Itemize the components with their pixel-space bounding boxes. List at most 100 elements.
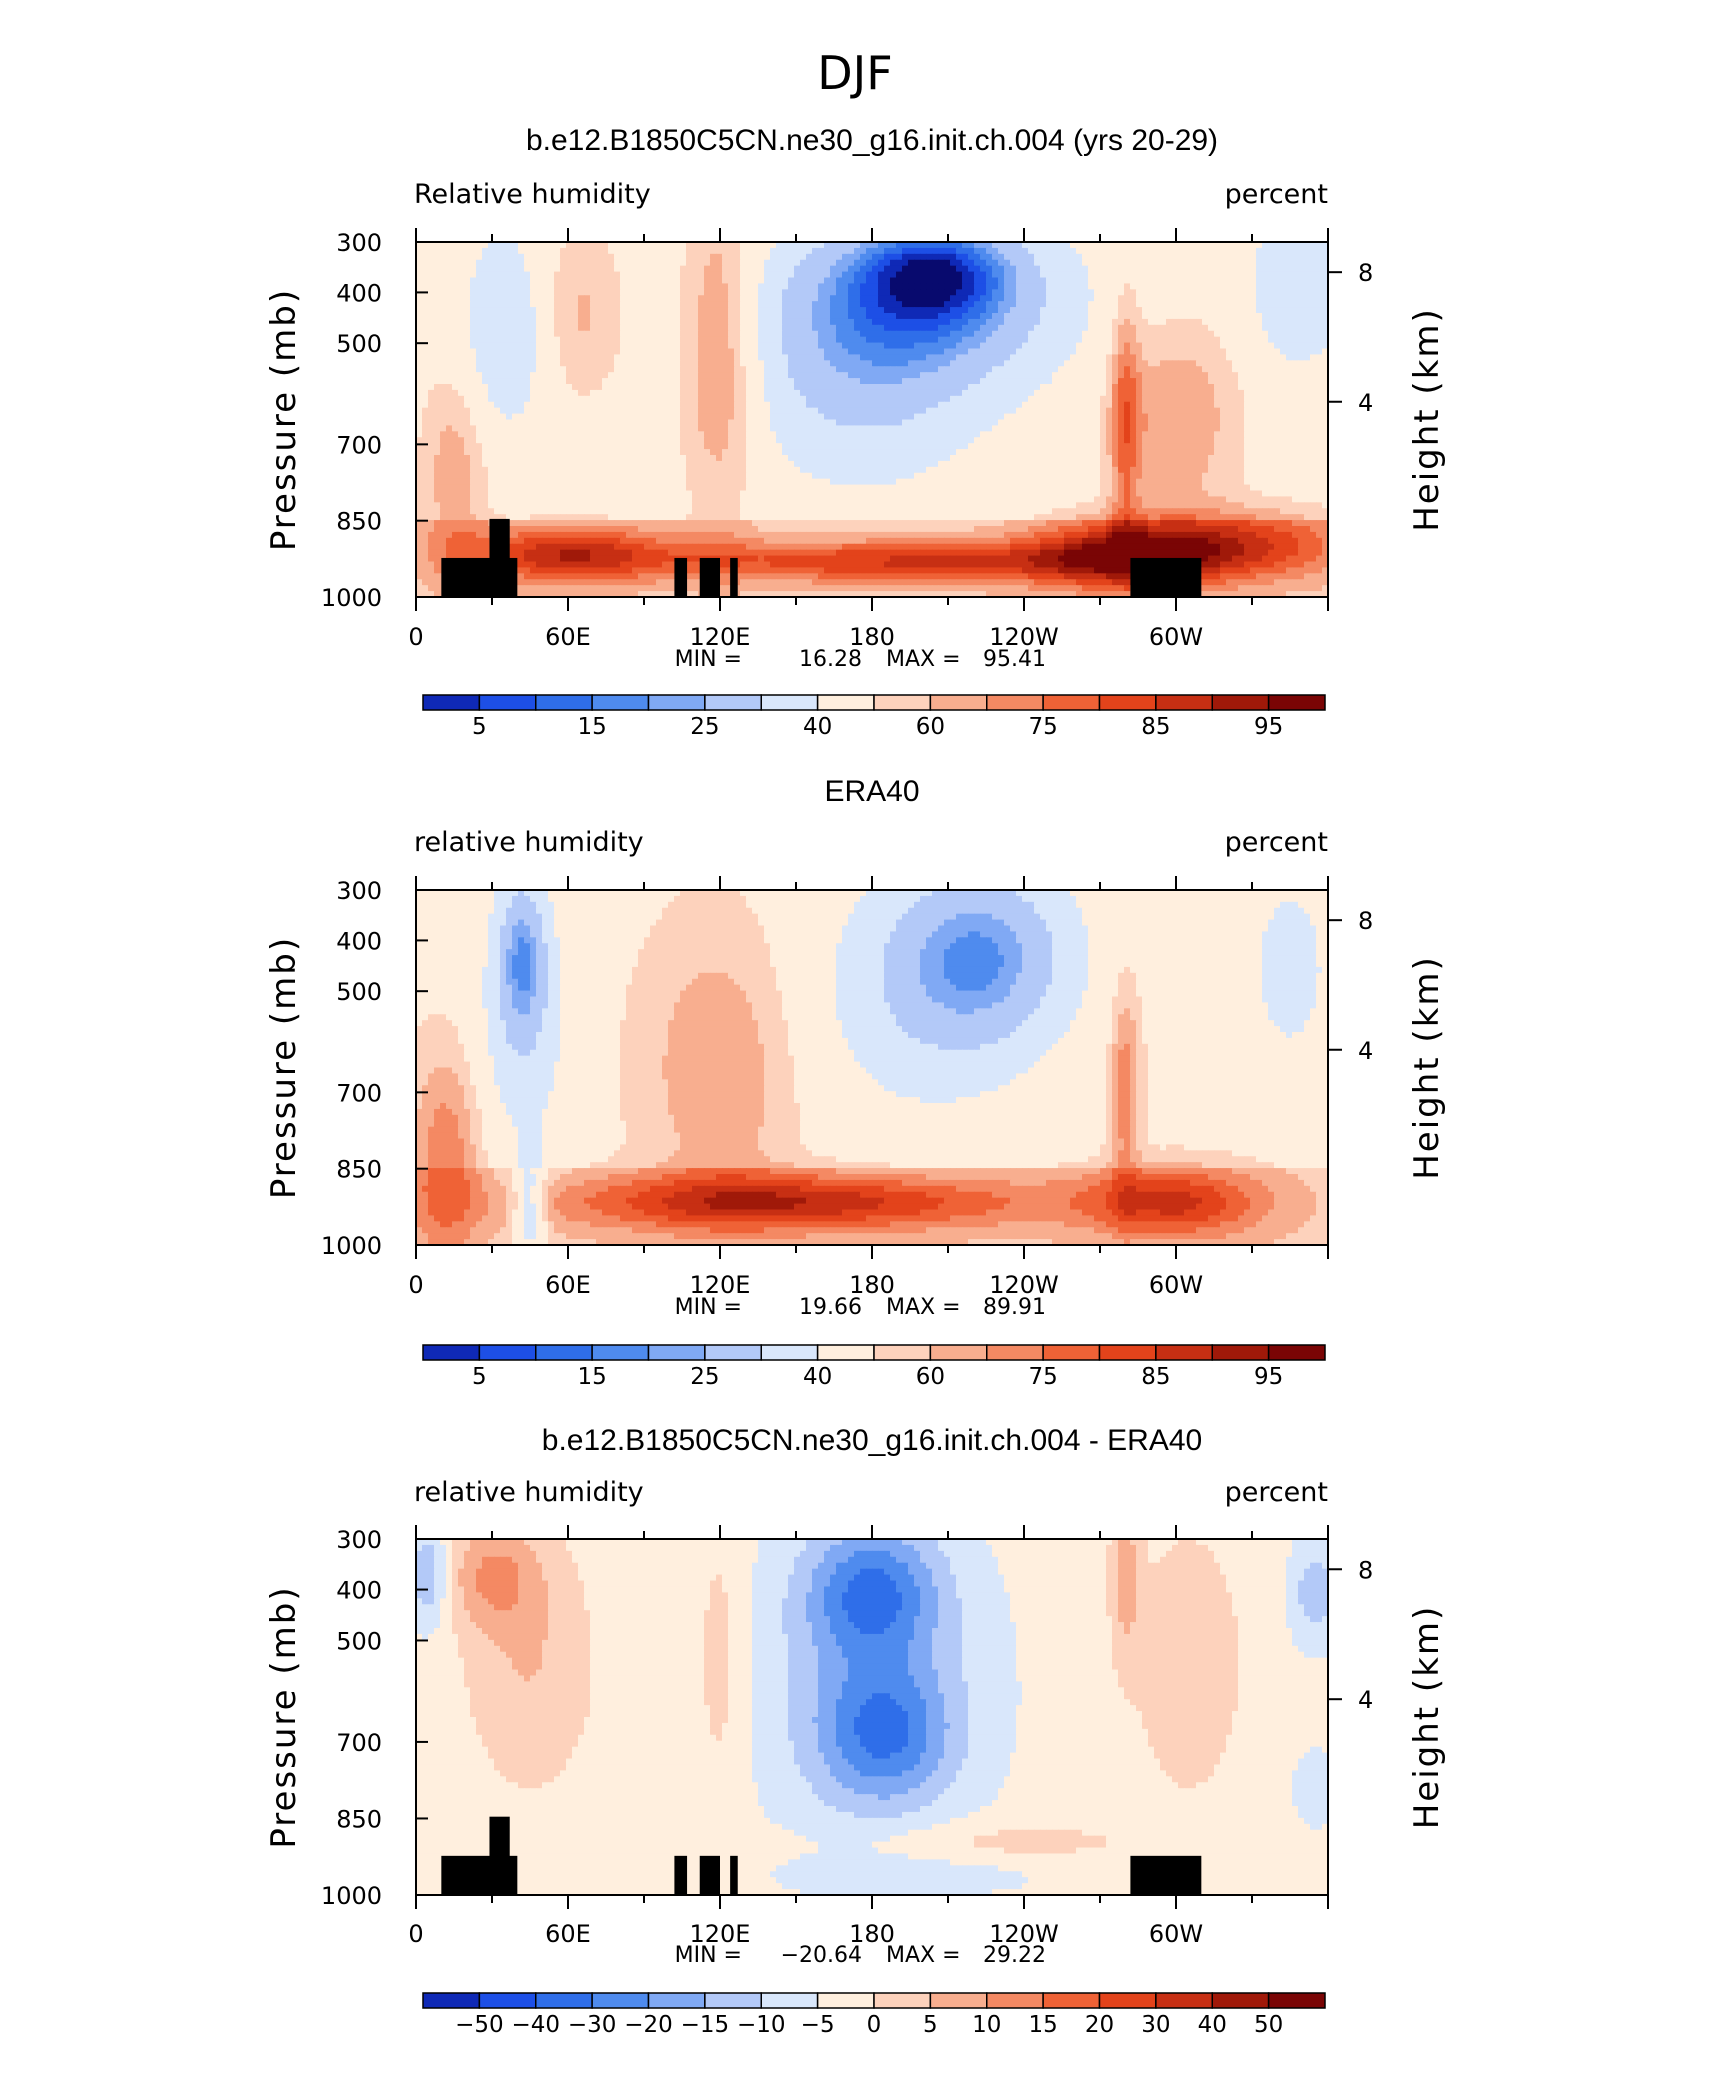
heatmap-cell xyxy=(494,295,501,302)
heatmap-cell xyxy=(506,283,513,290)
heatmap-cell xyxy=(986,248,993,255)
heatmap-cell xyxy=(836,254,843,261)
heatmap-cell xyxy=(752,289,759,296)
heatmap-cell xyxy=(698,266,705,273)
heatmap-cell xyxy=(1130,289,1137,296)
heatmap-cell xyxy=(758,283,765,290)
heatmap-cell xyxy=(1058,248,1065,255)
heatmap-cell xyxy=(998,254,1005,261)
heatmap-cell xyxy=(974,289,981,296)
heatmap-cell xyxy=(1154,266,1161,273)
heatmap-cell xyxy=(1136,248,1143,255)
heatmap-cell xyxy=(854,248,861,255)
heatmap-cell xyxy=(1082,289,1089,296)
heatmap-cell xyxy=(1058,278,1065,285)
heatmap-cell xyxy=(470,266,477,273)
heatmap-cell xyxy=(542,283,549,290)
heatmap-cell xyxy=(476,266,483,273)
heatmap-cell xyxy=(1232,283,1239,290)
heatmap-cell xyxy=(422,254,429,261)
heatmap-cell xyxy=(1022,260,1029,267)
heatmap-cell xyxy=(650,254,657,261)
heatmap-cell xyxy=(764,260,771,267)
heatmap-cell xyxy=(1112,289,1119,296)
heatmap-cell xyxy=(698,272,705,279)
heatmap-cell xyxy=(650,278,657,285)
heatmap-cell xyxy=(830,254,837,261)
heatmap-cell xyxy=(572,254,579,261)
heatmap-cell xyxy=(590,248,597,255)
heatmap-cell xyxy=(914,283,921,290)
heatmap-cell xyxy=(584,289,591,296)
heatmap-cell xyxy=(1256,260,1263,267)
heatmap-cell xyxy=(644,260,651,267)
heatmap-cell xyxy=(986,254,993,261)
heatmap-cell xyxy=(1052,289,1059,296)
heatmap-cell xyxy=(980,266,987,273)
heatmap-cell xyxy=(1058,254,1065,261)
heatmap-cell xyxy=(674,248,681,255)
heatmap-cell xyxy=(1298,260,1305,267)
heatmap-cell xyxy=(1208,254,1215,261)
heatmap-cell xyxy=(884,260,891,267)
heatmap-cell xyxy=(494,248,501,255)
heatmap-cell xyxy=(872,278,879,285)
heatmap-cell xyxy=(1118,272,1125,279)
heatmap-cell xyxy=(980,278,987,285)
heatmap-cell xyxy=(722,260,729,267)
heatmap-cell xyxy=(1004,289,1011,296)
heatmap-cell xyxy=(446,266,453,273)
heatmap-cell xyxy=(908,266,915,273)
heatmap-cell xyxy=(572,266,579,273)
heatmap-cell xyxy=(1316,278,1323,285)
heatmap-cell xyxy=(596,283,603,290)
heatmap-cell xyxy=(602,266,609,273)
heatmap-cell xyxy=(704,260,711,267)
heatmap-cell xyxy=(944,248,951,255)
heatmap-cell xyxy=(1148,260,1155,267)
heatmap-cell xyxy=(836,272,843,279)
heatmap-cell xyxy=(524,266,531,273)
heatmap-cell xyxy=(1286,283,1293,290)
heatmap-cell xyxy=(1052,248,1059,255)
heatmap-cell xyxy=(782,272,789,279)
heatmap-cell xyxy=(632,254,639,261)
heatmap-cell xyxy=(716,254,723,261)
heatmap-cell xyxy=(590,254,597,261)
heatmap-cell xyxy=(656,295,663,302)
heatmap-cell xyxy=(596,254,603,261)
heatmap-cell xyxy=(572,289,579,296)
heatmap-cell xyxy=(986,260,993,267)
heatmap-cell xyxy=(998,289,1005,296)
heatmap-cell xyxy=(1088,278,1095,285)
heatmap-cell xyxy=(1226,266,1233,273)
heatmap-cell xyxy=(782,260,789,267)
heatmap-cell xyxy=(1166,260,1173,267)
heatmap-cell xyxy=(698,278,705,285)
heatmap-cell xyxy=(1178,272,1185,279)
heatmap-cell xyxy=(806,278,813,285)
heatmap-cell xyxy=(632,289,639,296)
heatmap-cell xyxy=(920,254,927,261)
heatmap-cell xyxy=(788,283,795,290)
heatmap-cell xyxy=(866,289,873,296)
heatmap-cell xyxy=(1244,266,1251,273)
heatmap-cell xyxy=(680,248,687,255)
heatmap-cell xyxy=(806,272,813,279)
heatmap-cell xyxy=(1124,254,1131,261)
heatmap-cell xyxy=(1184,283,1191,290)
heatmap-cell xyxy=(1214,248,1221,255)
heatmap-cell xyxy=(794,278,801,285)
heatmap-cell xyxy=(848,248,855,255)
heatmap-cell xyxy=(848,254,855,261)
heatmap-cell xyxy=(1028,283,1035,290)
heatmap-cell xyxy=(776,283,783,290)
heatmap-cell xyxy=(530,295,537,302)
heatmap-cell xyxy=(1154,248,1161,255)
heatmap-cell xyxy=(914,254,921,261)
heatmap-cell xyxy=(1040,289,1047,296)
heatmap-cell xyxy=(1184,272,1191,279)
heatmap-cell xyxy=(998,266,1005,273)
heatmap-cell xyxy=(1046,248,1053,255)
heatmap-cell xyxy=(1082,278,1089,285)
